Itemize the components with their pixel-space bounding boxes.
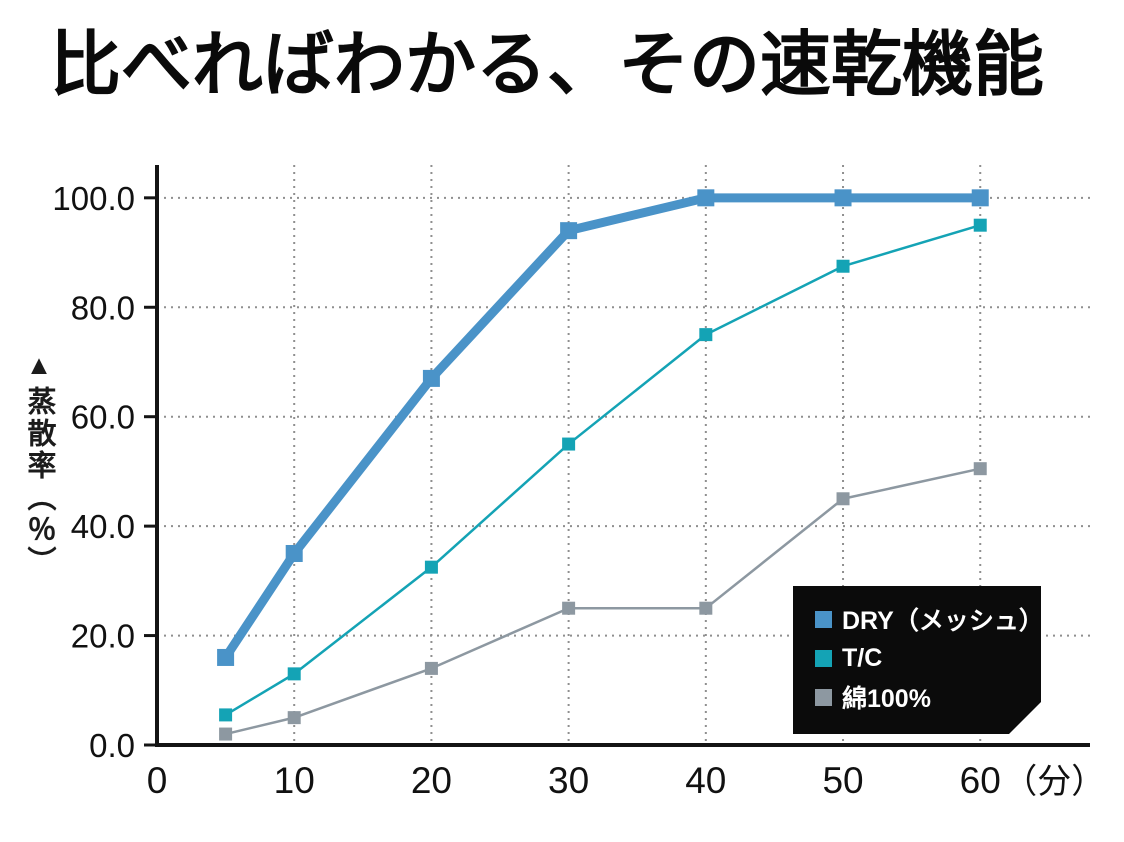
y-tick-label: 100.0	[52, 180, 135, 217]
x-tick-unit: （分）	[1003, 763, 1105, 801]
series-marker-2	[219, 727, 233, 741]
series-marker-0	[971, 189, 989, 207]
y-tick-label: 0.0	[89, 727, 135, 764]
series-marker-0	[422, 369, 440, 387]
series-marker-1	[836, 259, 850, 273]
legend-label: DRY（メッシュ）	[842, 607, 1044, 635]
y-tick-label: 60.0	[71, 399, 135, 436]
legend-label: T/C	[842, 643, 883, 672]
series-marker-0	[217, 648, 235, 666]
series-marker-2	[424, 661, 438, 675]
series-marker-1	[424, 560, 438, 574]
y-tick-label: 80.0	[71, 289, 135, 326]
series-marker-1	[562, 437, 576, 451]
x-tick-label: 10	[274, 760, 315, 801]
series-marker-0	[834, 189, 852, 207]
series-marker-0	[697, 189, 715, 207]
x-tick-label: 30	[548, 760, 589, 801]
series-marker-2	[562, 601, 576, 615]
series-marker-2	[973, 462, 987, 476]
y-axis-title: ▲蒸散率（％）	[23, 350, 55, 578]
legend-item: DRY（メッシュ）	[815, 601, 1041, 637]
legend-item: 綿100%	[815, 679, 1041, 715]
series-marker-0	[560, 222, 578, 240]
page-title: 比べればわかる、その速乾機能	[50, 26, 1045, 105]
series-marker-2	[836, 492, 850, 506]
legend-label: 綿100%	[842, 685, 931, 713]
triangle-icon: ▲	[24, 350, 54, 386]
y-axis-label: 蒸散率（％）	[23, 386, 55, 578]
x-tick-label: 20	[411, 760, 452, 801]
y-tick-label: 40.0	[71, 508, 135, 545]
legend-swatch-icon	[815, 689, 832, 706]
y-tick-label: 20.0	[71, 618, 135, 655]
legend-swatch-icon	[815, 611, 832, 628]
series-marker-1	[973, 218, 987, 232]
x-tick-label: 40	[685, 760, 726, 801]
series-marker-1	[287, 667, 301, 681]
x-tick-label: 60	[960, 760, 1001, 801]
legend-item: T/C	[815, 644, 1041, 673]
series-marker-2	[699, 601, 713, 615]
legend: DRY（メッシュ） T/C 綿100%	[793, 586, 1041, 734]
series-marker-0	[285, 544, 303, 562]
series-marker-2	[287, 711, 301, 725]
series-marker-1	[699, 328, 713, 342]
x-tick-label: 0	[147, 760, 168, 801]
series-marker-1	[219, 708, 233, 722]
x-tick-label: 50	[822, 760, 863, 801]
legend-swatch-icon	[815, 650, 832, 667]
